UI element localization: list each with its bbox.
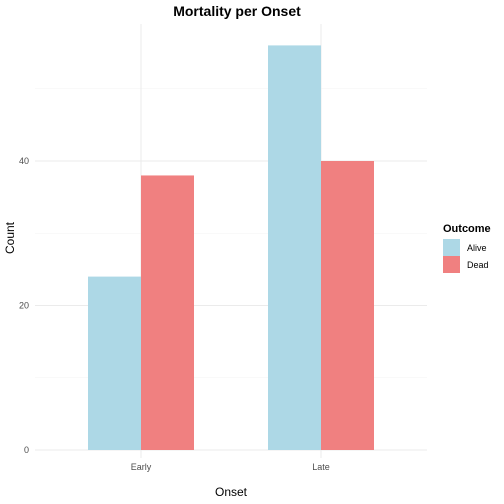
bar-alive-early: [88, 276, 141, 450]
legend-key-dead: [443, 256, 460, 273]
y-tick-label: 40: [19, 156, 29, 166]
legend: Outcome Alive Dead: [443, 223, 491, 273]
y-tick-labels: 0 20 40: [19, 156, 29, 455]
x-tick-label: Late: [312, 462, 330, 472]
bar-alive-late: [268, 45, 321, 451]
y-tick-label: 0: [24, 445, 29, 455]
x-axis-title: Onset: [215, 485, 248, 499]
legend-label-alive: Alive: [467, 243, 487, 253]
x-tick-labels: Early Late: [131, 462, 330, 472]
bar-dead-late: [321, 161, 374, 450]
chart-title: Mortality per Onset: [173, 3, 301, 19]
legend-key-alive: [443, 239, 460, 256]
y-axis-title: Count: [3, 221, 17, 254]
legend-label-dead: Dead: [467, 260, 489, 270]
x-tick-label: Early: [131, 462, 152, 472]
legend-title: Outcome: [443, 223, 491, 235]
bar-dead-early: [141, 175, 194, 450]
legend-items: Alive Dead: [443, 239, 489, 273]
y-tick-label: 20: [19, 301, 29, 311]
bars: [88, 45, 374, 451]
